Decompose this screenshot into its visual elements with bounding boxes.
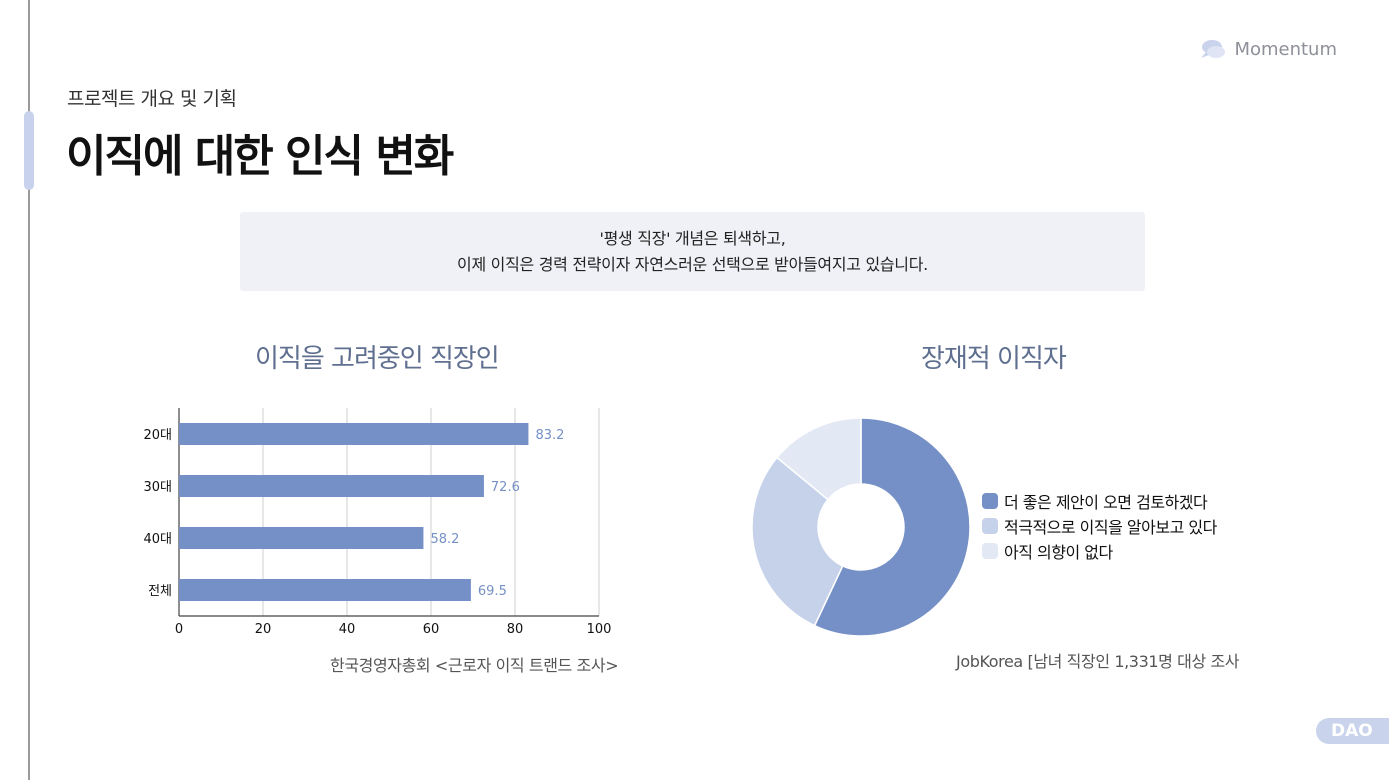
section-indicator	[24, 111, 34, 190]
x-tick-label: 80	[507, 622, 524, 637]
category-label: 30대	[143, 480, 172, 495]
legend-swatch	[982, 492, 998, 509]
pie-slice	[751, 456, 844, 627]
pie-slice	[813, 417, 971, 637]
x-tick-label: 60	[423, 622, 440, 637]
donut-chart	[751, 417, 971, 637]
quote-line-2: 이제 이직은 경력 전략이자 자연스러운 선택으로 받아들여지고 있습니다.	[457, 255, 928, 274]
data-label: 69.5	[478, 584, 507, 599]
bar-chart: 0 20 40 60 80 100 20대 83.2 30대 72.6 40대 58.2 전체 69.5	[143, 408, 612, 637]
page-subtitle: 프로젝트 개요 및 기획	[67, 88, 237, 110]
cloud-chat-icon	[1201, 40, 1226, 58]
legend-label: 더 좋은 제안이 오면 검토하겠다	[1004, 492, 1208, 512]
bar	[179, 423, 529, 445]
legend-label: 적극적으로 이직을 알아보고 있다	[1004, 517, 1217, 537]
legend-swatch	[982, 517, 998, 534]
quote-line-1: '평생 직장' 개념은 퇴색하고,	[599, 229, 786, 248]
pie-chart-title: 장재적 이직자	[921, 344, 1067, 374]
category-label: 20대	[143, 428, 172, 443]
page-title: 이직에 대한 인식 변화	[66, 131, 454, 182]
data-label: 83.2	[535, 428, 564, 443]
legend-item: 아직 의향이 없다	[982, 538, 1217, 563]
legend-label: 아직 의향이 없다	[1004, 542, 1113, 562]
legend-item: 적극적으로 이직을 알아보고 있다	[982, 513, 1217, 538]
bar	[179, 475, 484, 497]
bar	[179, 579, 471, 601]
legend-swatch	[982, 542, 998, 559]
brand-logo: Momentum	[1198, 38, 1337, 60]
quote-box: '평생 직장' 개념은 퇴색하고, 이제 이직은 경력 전략이자 자연스러운 선…	[240, 212, 1145, 291]
category-label: 40대	[143, 532, 172, 547]
x-tick-label: 0	[175, 622, 183, 637]
bar	[179, 527, 424, 549]
x-tick-label: 40	[339, 622, 356, 637]
bar-chart-source: 한국경영자총회 <근로자 이직 트랜드 조사>	[330, 656, 619, 675]
pie-slice	[775, 417, 862, 501]
category-label: 전체	[148, 584, 172, 599]
data-label: 58.2	[430, 532, 459, 547]
bar-chart-title: 이직을 고려중인 직장인	[255, 344, 500, 374]
x-tick-label: 100	[587, 622, 612, 637]
side-rule	[28, 0, 30, 780]
dao-badge: DAO	[1316, 718, 1389, 744]
data-label: 72.6	[491, 480, 520, 495]
x-tick-label: 20	[255, 622, 272, 637]
brand-name: Momentum	[1234, 38, 1337, 60]
pie-chart-source: JobKorea [남녀 직장인 1,331명 대상 조사	[956, 652, 1240, 671]
legend-item: 더 좋은 제안이 오면 검토하겠다	[982, 488, 1217, 513]
